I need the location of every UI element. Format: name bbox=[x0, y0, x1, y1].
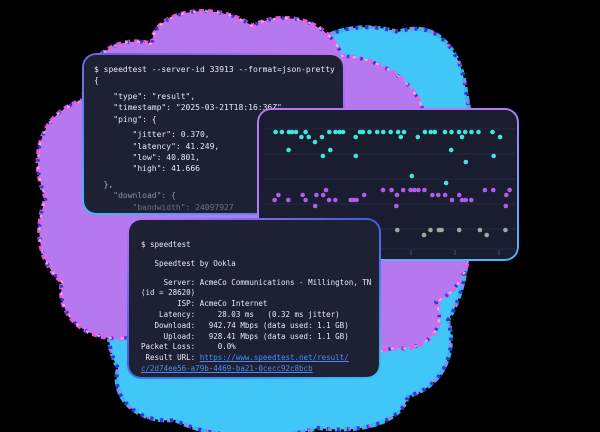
terminal-summary-border bbox=[127, 218, 381, 379]
terminal-window-json: $ speedtest --server-id 33913 --format=j… bbox=[82, 53, 345, 215]
terminal-window-summary: $ speedtest Speedtest by Ookla Server: A… bbox=[127, 218, 381, 379]
